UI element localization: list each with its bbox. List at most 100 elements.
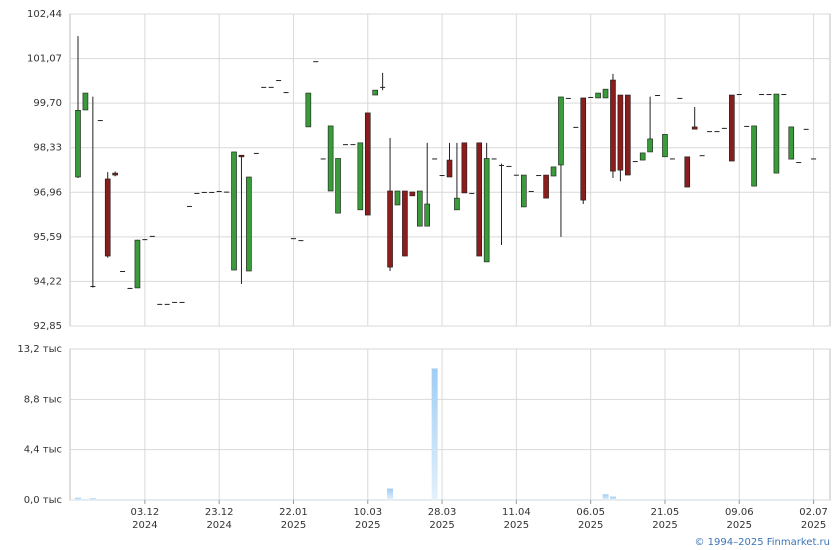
volume-bar	[647, 499, 654, 500]
candle-body	[104, 178, 111, 257]
volume-bar	[342, 499, 349, 500]
volume-bar	[283, 499, 290, 500]
candle-body	[528, 190, 534, 192]
x-tick-label: 02.07	[799, 507, 828, 518]
candle-body	[335, 158, 341, 214]
volume-bar	[431, 368, 438, 500]
volume-bar	[357, 499, 364, 500]
candle-body	[773, 93, 780, 174]
candle-body	[134, 239, 141, 289]
volume-bar	[513, 499, 520, 500]
candle-body	[669, 158, 675, 160]
candle-body	[416, 190, 423, 227]
volume-bar	[335, 499, 342, 500]
candle-body	[796, 162, 802, 164]
volume-bar	[424, 499, 431, 500]
volume-bar	[179, 499, 186, 500]
candle-body	[751, 125, 757, 187]
candle-body	[112, 172, 118, 176]
candle-body	[580, 97, 587, 201]
x-tick-year: 2025	[578, 520, 603, 531]
y-tick-label: 92,85	[33, 321, 62, 332]
candle-body	[565, 97, 571, 99]
x-tick-label: 09.06	[725, 507, 754, 518]
candle-body	[632, 161, 638, 163]
candle-body	[149, 235, 155, 237]
candle-body	[402, 190, 408, 257]
volume-bar	[193, 499, 200, 500]
volume-bar	[379, 499, 386, 500]
candle-body	[595, 92, 601, 99]
y-tick-label: 98,33	[33, 143, 62, 154]
candle-body	[238, 154, 245, 158]
candle-body	[662, 134, 668, 158]
x-tick-year: 2025	[429, 520, 454, 531]
candle-body	[290, 238, 296, 240]
candle-body	[811, 158, 817, 160]
volume-bar	[788, 499, 795, 500]
volume-bar	[416, 499, 423, 500]
candle-body	[194, 192, 200, 194]
candle-body	[216, 190, 222, 192]
volume-bar	[327, 499, 334, 500]
volume-bar	[119, 499, 126, 500]
volume-bar	[446, 499, 453, 500]
volume-frame	[69, 348, 831, 501]
candle-body	[320, 158, 326, 160]
candle-body	[75, 110, 81, 178]
volume-bar	[290, 499, 297, 500]
volume-bar	[520, 499, 527, 500]
volume-bar	[268, 499, 275, 500]
volume-bar	[498, 499, 505, 500]
candle-body	[677, 97, 683, 99]
volume-bar	[780, 499, 787, 500]
volume-bar	[238, 499, 245, 500]
candle-body	[97, 120, 103, 122]
y2-tick-label: 8,8 тыс	[24, 394, 62, 405]
candle-body	[142, 239, 148, 241]
candle-body	[707, 131, 713, 133]
candle-body	[283, 92, 289, 94]
candle-body	[209, 191, 215, 193]
x-tick-label: 21.05	[651, 507, 680, 518]
candle-body	[357, 142, 364, 211]
candle-body	[380, 86, 386, 88]
volume-bar	[580, 499, 587, 500]
volume-bar	[721, 499, 728, 500]
candle-body	[350, 144, 356, 146]
volume-bar	[164, 499, 171, 500]
candle-body	[788, 126, 795, 160]
candle-body	[781, 94, 787, 96]
volume-bar	[201, 499, 208, 500]
volume-bar	[654, 499, 661, 500]
y-tick-label: 101,07	[27, 54, 62, 65]
x-tick-label: 22.01	[279, 507, 308, 518]
volume-bar	[372, 499, 379, 500]
volume-bar	[297, 499, 304, 500]
volume-bar	[639, 499, 646, 500]
y2-tick-label: 0,0 тыс	[24, 495, 62, 506]
y-tick-label: 94,22	[33, 276, 62, 287]
volume-bar	[706, 499, 713, 500]
candle-body	[691, 126, 698, 130]
volume-bar	[587, 499, 594, 500]
candle-body	[639, 152, 646, 161]
volume-bar	[89, 498, 96, 500]
volume-bar	[127, 499, 134, 500]
volume-bar	[713, 499, 720, 500]
volume-bar	[75, 497, 81, 500]
volume-bar	[171, 499, 178, 500]
y-tick-label: 96,96	[33, 187, 62, 198]
candle-body	[729, 94, 735, 162]
volume-bar	[260, 499, 267, 500]
y2-tick-label: 13,2 тыс	[17, 344, 62, 355]
y-tick-label: 95,59	[33, 232, 62, 243]
volume-bar	[602, 494, 609, 500]
volume-bar	[439, 499, 446, 500]
candle-body	[276, 80, 282, 82]
volume-bar	[505, 499, 512, 500]
candle-body	[543, 174, 549, 199]
candle-body	[483, 158, 490, 263]
volume-bar	[624, 499, 631, 500]
candle-body	[172, 301, 178, 303]
